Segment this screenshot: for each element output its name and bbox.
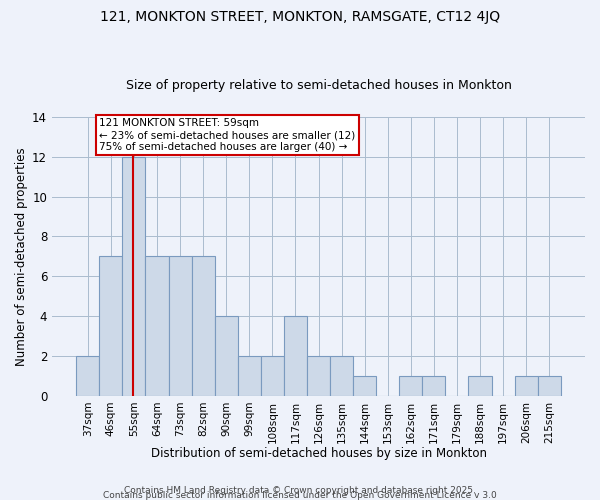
Bar	[353, 376, 376, 396]
Bar	[76, 356, 100, 396]
Bar	[100, 256, 122, 396]
Y-axis label: Number of semi-detached properties: Number of semi-detached properties	[15, 147, 28, 366]
Bar	[145, 256, 169, 396]
Text: Contains public sector information licensed under the Open Government Licence v : Contains public sector information licen…	[103, 490, 497, 500]
Bar	[399, 376, 422, 396]
Bar	[284, 316, 307, 396]
Bar	[191, 256, 215, 396]
Bar	[538, 376, 561, 396]
Text: 121 MONKTON STREET: 59sqm
← 23% of semi-detached houses are smaller (12)
75% of : 121 MONKTON STREET: 59sqm ← 23% of semi-…	[100, 118, 356, 152]
Bar	[307, 356, 330, 396]
Bar	[238, 356, 261, 396]
Bar	[169, 256, 191, 396]
Bar	[469, 376, 491, 396]
Bar	[215, 316, 238, 396]
Text: 121, MONKTON STREET, MONKTON, RAMSGATE, CT12 4JQ: 121, MONKTON STREET, MONKTON, RAMSGATE, …	[100, 10, 500, 24]
Bar	[122, 156, 145, 396]
Bar	[515, 376, 538, 396]
Bar	[422, 376, 445, 396]
Bar	[330, 356, 353, 396]
Bar	[261, 356, 284, 396]
Text: Contains HM Land Registry data © Crown copyright and database right 2025.: Contains HM Land Registry data © Crown c…	[124, 486, 476, 495]
Title: Size of property relative to semi-detached houses in Monkton: Size of property relative to semi-detach…	[125, 79, 511, 92]
X-axis label: Distribution of semi-detached houses by size in Monkton: Distribution of semi-detached houses by …	[151, 447, 487, 460]
